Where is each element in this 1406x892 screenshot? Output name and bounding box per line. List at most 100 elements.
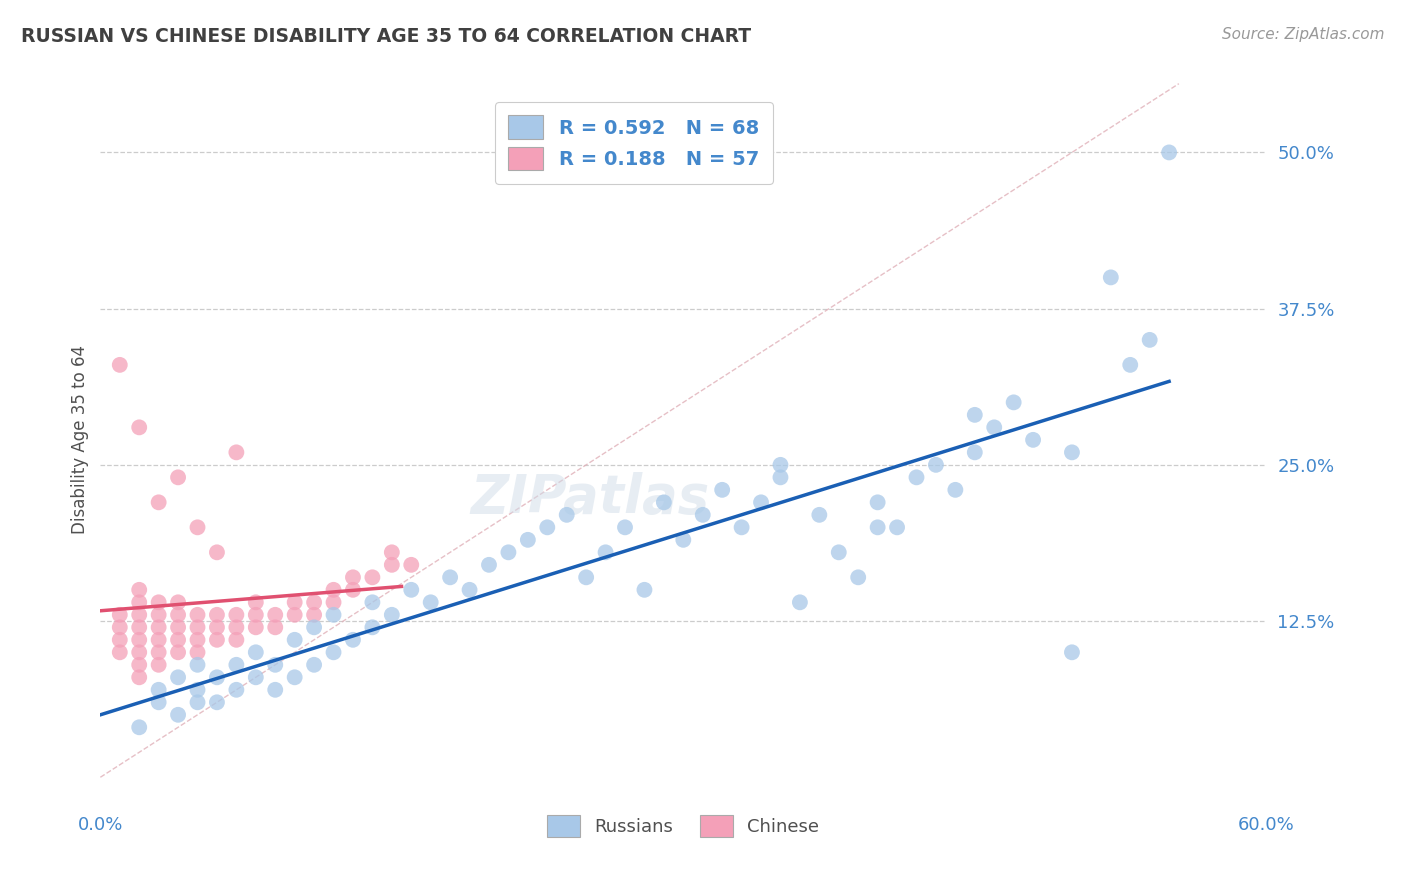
Point [245,670,267,684]
Point [148,682,170,697]
Point [769,458,792,472]
Point [186,645,208,659]
Point [458,582,481,597]
Point [205,620,228,634]
Point [652,495,675,509]
Point [245,607,267,622]
Point [128,620,150,634]
Point [167,620,190,634]
Point [108,645,131,659]
Point [245,620,267,634]
Point [225,632,247,647]
Point [284,670,307,684]
Point [148,645,170,659]
Point [225,682,247,697]
Point [108,620,131,634]
Point [789,595,811,609]
Point [148,632,170,647]
Point [381,558,404,572]
Point [225,445,247,459]
Point [128,657,150,672]
Point [342,582,364,597]
Point [205,670,228,684]
Point [963,408,986,422]
Point [516,533,538,547]
Point [167,645,190,659]
Text: RUSSIAN VS CHINESE DISABILITY AGE 35 TO 64 CORRELATION CHART: RUSSIAN VS CHINESE DISABILITY AGE 35 TO … [21,27,751,45]
Point [264,657,287,672]
Point [148,607,170,622]
Point [302,607,325,622]
Point [167,707,190,722]
Point [148,695,170,709]
Point [1119,358,1142,372]
Point [205,695,228,709]
Point [225,657,247,672]
Point [205,545,228,559]
Point [866,495,889,509]
Point [284,632,307,647]
Point [361,620,384,634]
Point [225,607,247,622]
Point [342,570,364,584]
Point [167,670,190,684]
Point [536,520,558,534]
Point [302,620,325,634]
Point [381,607,404,622]
Point [128,632,150,647]
Point [245,595,267,609]
Point [186,657,208,672]
Point [498,545,520,559]
Point [1060,645,1083,659]
Point [963,445,986,459]
Point [108,358,131,372]
Point [225,620,247,634]
Point [575,570,598,584]
Point [419,595,441,609]
Point [730,520,752,534]
Point [205,607,228,622]
Point [186,620,208,634]
Point [148,620,170,634]
Point [128,607,150,622]
Point [1060,445,1083,459]
Point [128,582,150,597]
Point [148,657,170,672]
Text: ZIPatlas: ZIPatlas [471,472,710,524]
Point [186,520,208,534]
Point [749,495,772,509]
Point [186,632,208,647]
Point [167,595,190,609]
Point [1099,270,1122,285]
Point [205,632,228,647]
Point [167,470,190,484]
Point [245,645,267,659]
Point [711,483,734,497]
Point [361,570,384,584]
Point [828,545,851,559]
Point [886,520,908,534]
Point [381,545,404,559]
Point [322,595,344,609]
Point [128,670,150,684]
Point [401,558,423,572]
Point [1022,433,1045,447]
Point [401,582,423,597]
Point [128,645,150,659]
Point [186,607,208,622]
Point [148,495,170,509]
Point [264,620,287,634]
Point [108,607,131,622]
Point [186,695,208,709]
Point [614,520,637,534]
Legend: Russians, Chinese: Russians, Chinese [540,807,827,844]
Point [1139,333,1161,347]
Point [284,595,307,609]
Point [342,632,364,647]
Point [128,420,150,434]
Point [167,607,190,622]
Point [302,595,325,609]
Point [128,720,150,734]
Point [264,682,287,697]
Point [148,595,170,609]
